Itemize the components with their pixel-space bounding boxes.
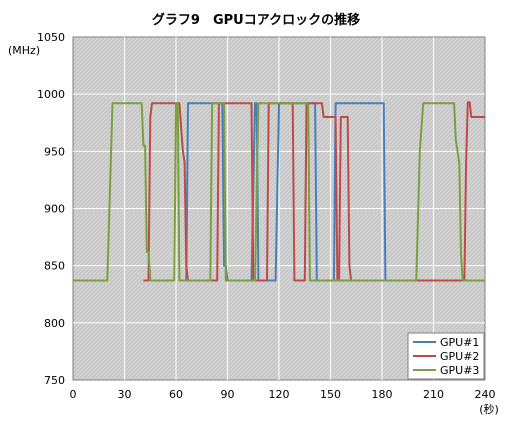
- y-tick-label: 800: [44, 317, 65, 330]
- y-tick-label: 1000: [37, 88, 65, 101]
- axis-ticks: 750 800 850 900 950 1000 1050 0 30 60 90 120 150 180 2…: [37, 31, 496, 401]
- legend-label: GPU#3: [440, 364, 479, 377]
- y-tick-label: 1050: [37, 31, 65, 44]
- x-tick-label: 150: [320, 388, 341, 401]
- y-axis-unit: (MHz): [8, 44, 40, 57]
- x-tick-label: 240: [475, 388, 496, 401]
- x-tick-label: 180: [372, 388, 393, 401]
- x-tick-label: 30: [118, 388, 132, 401]
- series-layer: [73, 101, 485, 282]
- legend-label: GPU#2: [440, 350, 479, 363]
- x-tick-label: 210: [423, 388, 444, 401]
- x-tick-label: 0: [70, 388, 77, 401]
- x-axis-unit: (秒): [479, 402, 499, 416]
- x-tick-label: 60: [169, 388, 183, 401]
- x-tick-label: 120: [269, 388, 290, 401]
- y-tick-label: 900: [44, 203, 65, 216]
- y-tick-label: 950: [44, 145, 65, 158]
- grid-lines: [73, 37, 485, 380]
- y-tick-label: 850: [44, 260, 65, 273]
- chart-title: グラフ9 GPUコアクロックの推移: [152, 12, 360, 28]
- y-tick-label: 750: [44, 374, 65, 387]
- legend-label: GPU#1: [440, 336, 479, 349]
- x-tick-label: 90: [221, 388, 235, 401]
- series-line-gpu-3: [73, 102, 485, 282]
